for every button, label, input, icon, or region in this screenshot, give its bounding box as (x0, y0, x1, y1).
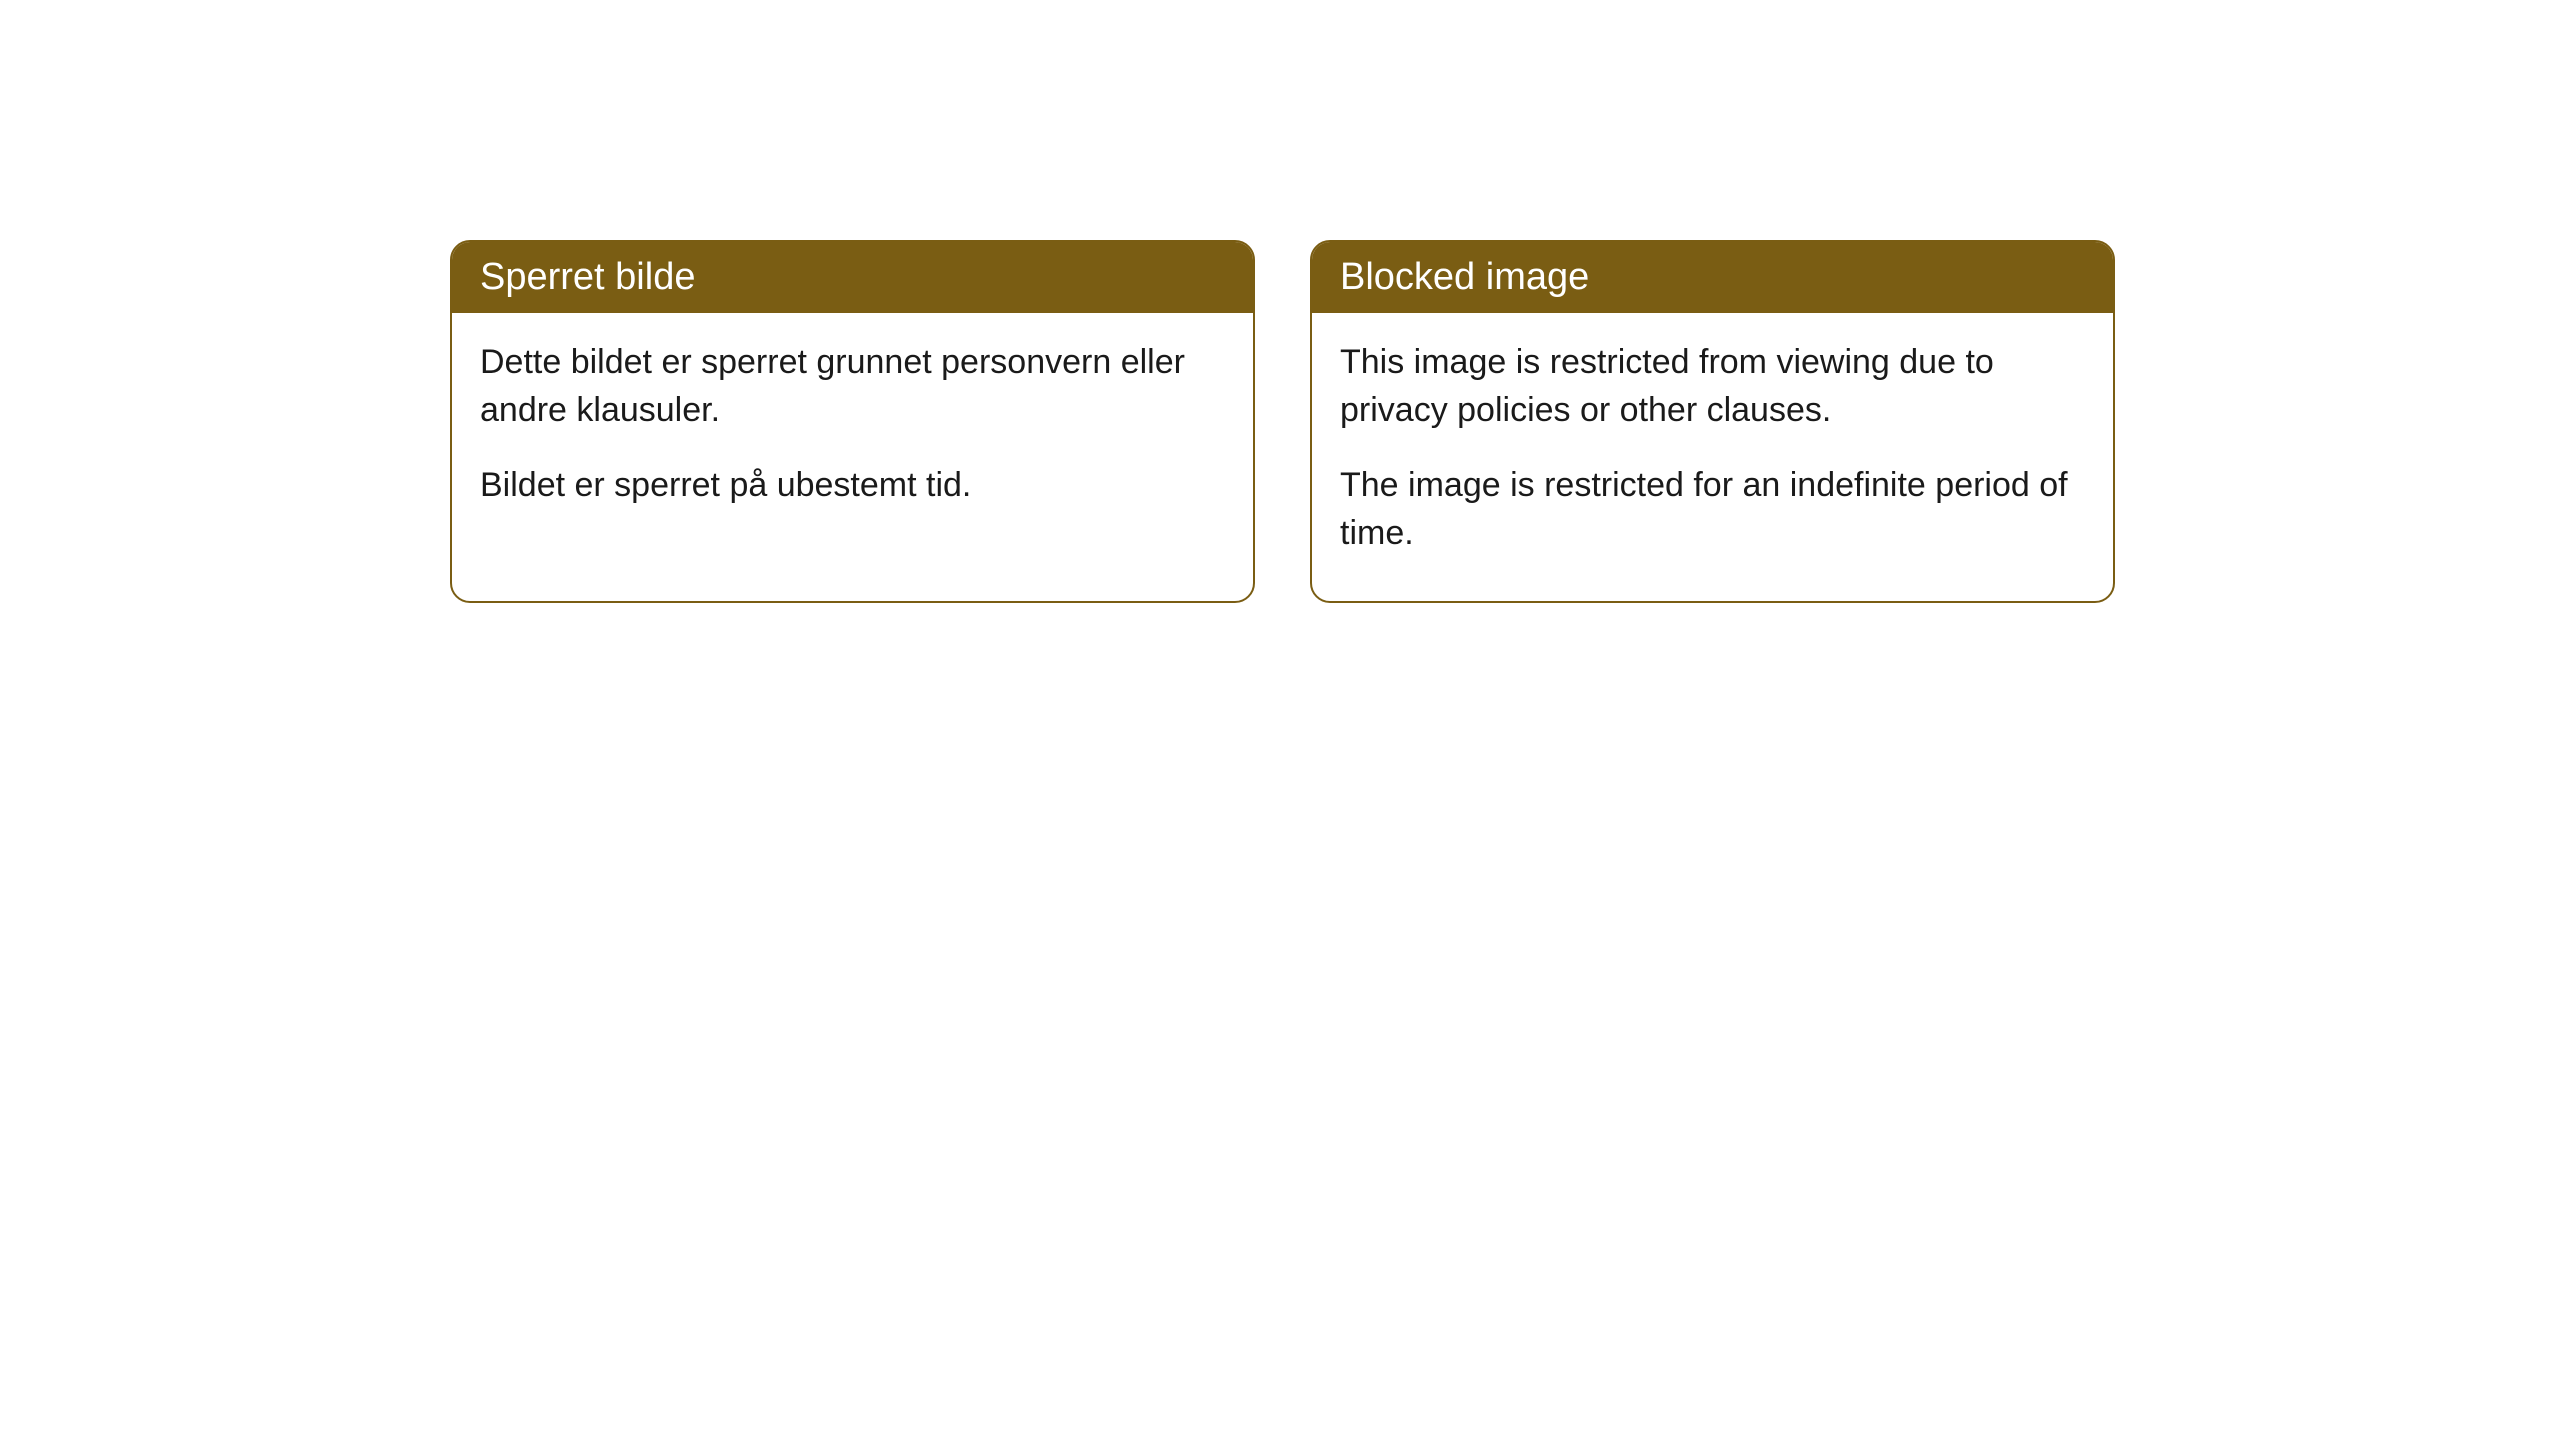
card-title: Sperret bilde (480, 256, 695, 298)
card-body: Dette bildet er sperret grunnet personve… (452, 313, 1253, 554)
card-header: Sperret bilde (452, 242, 1253, 313)
card-title: Blocked image (1340, 256, 1589, 298)
notice-card-norwegian: Sperret bilde Dette bildet er sperret gr… (450, 240, 1255, 603)
card-paragraph: This image is restricted from viewing du… (1340, 339, 2085, 434)
card-paragraph: Bildet er sperret på ubestemt tid. (480, 462, 1225, 510)
card-paragraph: Dette bildet er sperret grunnet personve… (480, 339, 1225, 434)
card-paragraph: The image is restricted for an indefinit… (1340, 462, 2085, 557)
card-header: Blocked image (1312, 242, 2113, 313)
notice-cards-container: Sperret bilde Dette bildet er sperret gr… (450, 240, 2115, 603)
card-body: This image is restricted from viewing du… (1312, 313, 2113, 601)
notice-card-english: Blocked image This image is restricted f… (1310, 240, 2115, 603)
